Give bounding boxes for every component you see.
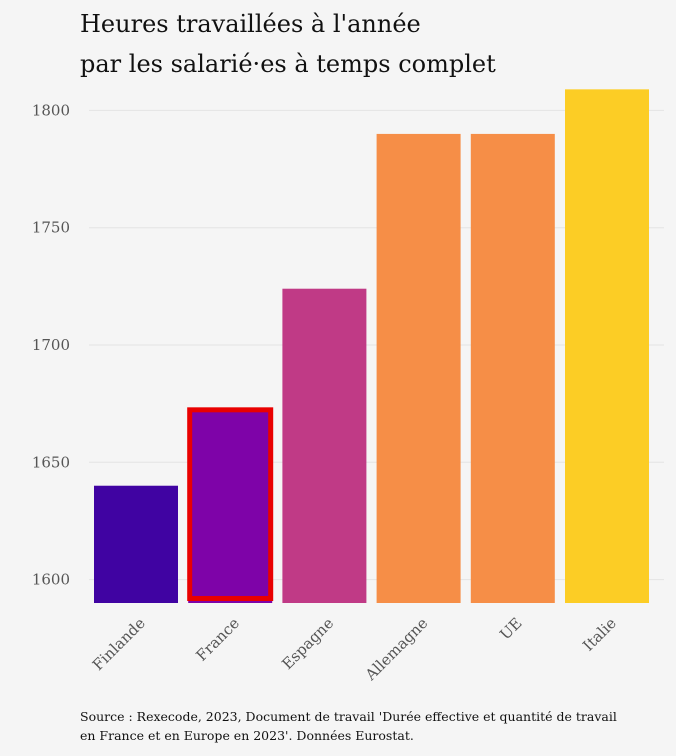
bars [94, 89, 649, 603]
bar-france [188, 408, 273, 603]
x-tick-label-espagne: Espagne [278, 614, 337, 673]
bar-ue [470, 133, 555, 603]
bar-espagne [282, 288, 367, 603]
y-tick-label: 1800 [32, 101, 70, 119]
y-axis-tick-labels: 1600 1650 1700 1750 1800 [32, 101, 70, 588]
chart-title-line-2: par les salarié·es à temps complet [80, 50, 496, 78]
y-tick-label: 1600 [32, 571, 70, 589]
x-axis-tick-labels: Finlande France Espagne Allemagne UE Italie [89, 614, 620, 685]
bar-allemagne [376, 133, 461, 603]
bar-italie [565, 89, 649, 603]
x-tick-label-italie: Italie [579, 614, 620, 655]
x-tick-label-finlande: Finlande [89, 614, 149, 674]
bar-finlande [94, 485, 178, 603]
chart-title-line-1: Heures travaillées à l'année [80, 10, 421, 38]
x-tick-label-ue: UE [496, 614, 525, 643]
source-line-1: Source : Rexecode, 2023, Document de tra… [80, 709, 617, 724]
source-note: Source : Rexecode, 2023, Document de tra… [80, 707, 660, 745]
source-line-2: en France et en Europe en 2023'. Données… [80, 728, 414, 743]
highlight-box-france [187, 407, 274, 601]
y-tick-label: 1650 [32, 453, 70, 471]
x-tick-label-france: France [192, 614, 243, 665]
x-tick-label-allemagne: Allemagne [361, 614, 432, 685]
bar-chart: 1600 1650 1700 1750 1800 Finlande France Espag… [32, 89, 664, 685]
y-tick-label: 1700 [32, 336, 70, 354]
chart-title: Heures travaillées à l'année par les sal… [80, 4, 660, 84]
y-tick-label: 1750 [32, 219, 70, 237]
